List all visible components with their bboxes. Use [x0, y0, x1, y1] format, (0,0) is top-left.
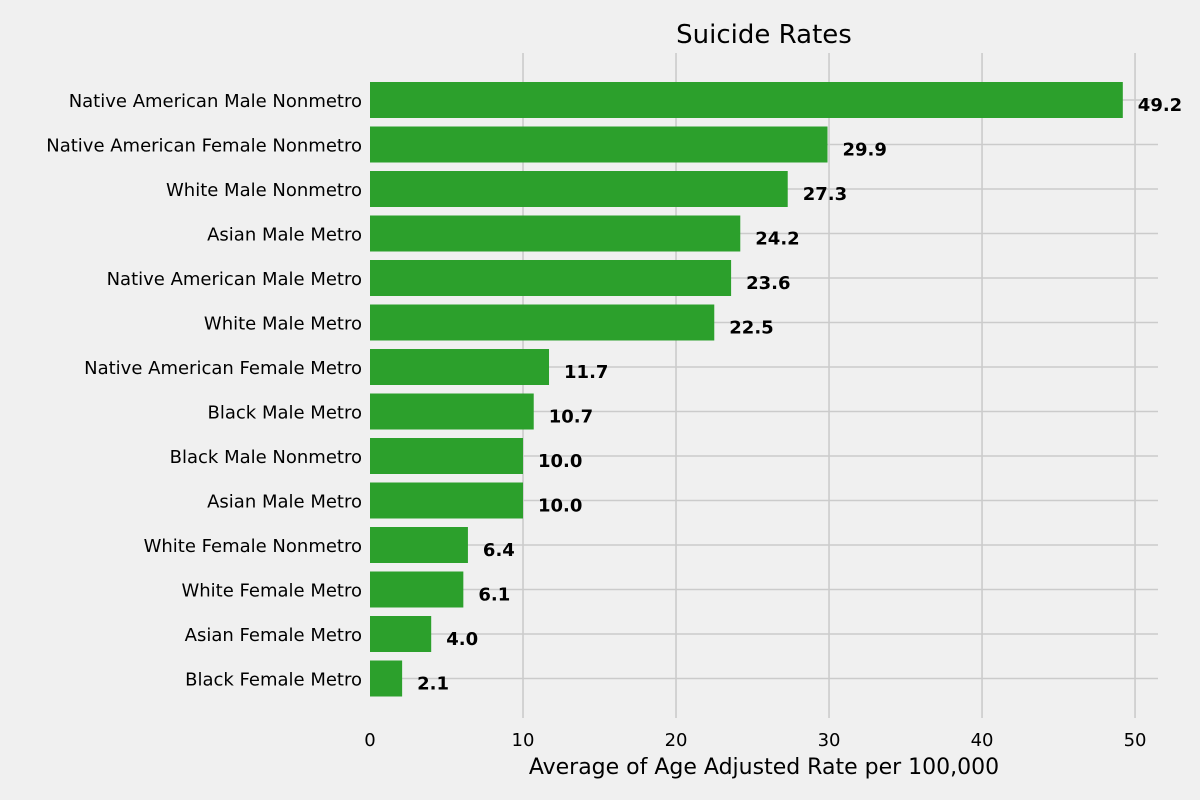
value-label: 6.1	[478, 585, 510, 606]
bar	[370, 349, 550, 385]
chart-title: Suicide Rates	[676, 20, 852, 50]
x-tick-label: 30	[818, 730, 841, 751]
value-label: 10.7	[549, 407, 593, 428]
category-label: Black Female Metro	[185, 670, 362, 691]
value-label: 10.0	[538, 451, 582, 472]
value-label: 23.6	[746, 273, 790, 294]
bar	[370, 393, 534, 430]
value-label: 27.3	[803, 184, 847, 205]
label-layer: 0 10 20 30 40 50 Native American Male Nonmetro…	[46, 91, 1182, 751]
category-label: Black Male Nonmetro	[170, 447, 362, 468]
category-label: Black Male Metro	[208, 403, 362, 424]
x-axis-title: Average of Age Adjusted Rate per 100,000	[529, 755, 999, 780]
category-label: Native American Female Nonmetro	[46, 136, 362, 157]
bar-layer	[370, 82, 1123, 697]
category-label: Asian Male Metro	[207, 225, 362, 246]
bar	[370, 126, 828, 163]
value-label: 22.5	[729, 318, 773, 339]
value-label: 10.0	[538, 496, 582, 517]
bar	[370, 260, 732, 296]
value-label: 11.7	[564, 362, 608, 383]
bar	[370, 571, 464, 608]
category-label: Native American Male Nonmetro	[69, 91, 362, 112]
bar	[370, 215, 741, 252]
x-tick-label: 0	[364, 730, 375, 751]
category-label: Asian Female Metro	[185, 625, 362, 646]
category-label: White Male Metro	[204, 314, 362, 335]
bar	[370, 482, 524, 519]
x-tick-label: 40	[971, 730, 994, 751]
value-label: 6.4	[483, 540, 515, 561]
value-label: 49.2	[1138, 95, 1182, 116]
category-label: Native American Male Metro	[107, 269, 362, 290]
bar	[370, 304, 715, 341]
bar	[370, 616, 432, 652]
category-label: White Female Metro	[181, 581, 362, 602]
value-label: 29.9	[842, 140, 886, 161]
bar	[370, 82, 1123, 118]
value-label: 24.2	[755, 229, 799, 250]
bar	[370, 438, 524, 474]
x-tick-label: 50	[1124, 730, 1147, 751]
x-tick-label: 10	[512, 730, 535, 751]
x-tick-label: 20	[665, 730, 688, 751]
category-label: Native American Female Metro	[84, 358, 362, 379]
bar	[370, 527, 468, 563]
bar	[370, 660, 403, 697]
bar	[370, 171, 788, 207]
category-label: White Male Nonmetro	[166, 180, 362, 201]
category-label: White Female Nonmetro	[144, 536, 362, 557]
value-label: 4.0	[446, 629, 478, 650]
value-label: 2.1	[417, 674, 449, 695]
category-label: Asian Male Metro	[207, 492, 362, 513]
